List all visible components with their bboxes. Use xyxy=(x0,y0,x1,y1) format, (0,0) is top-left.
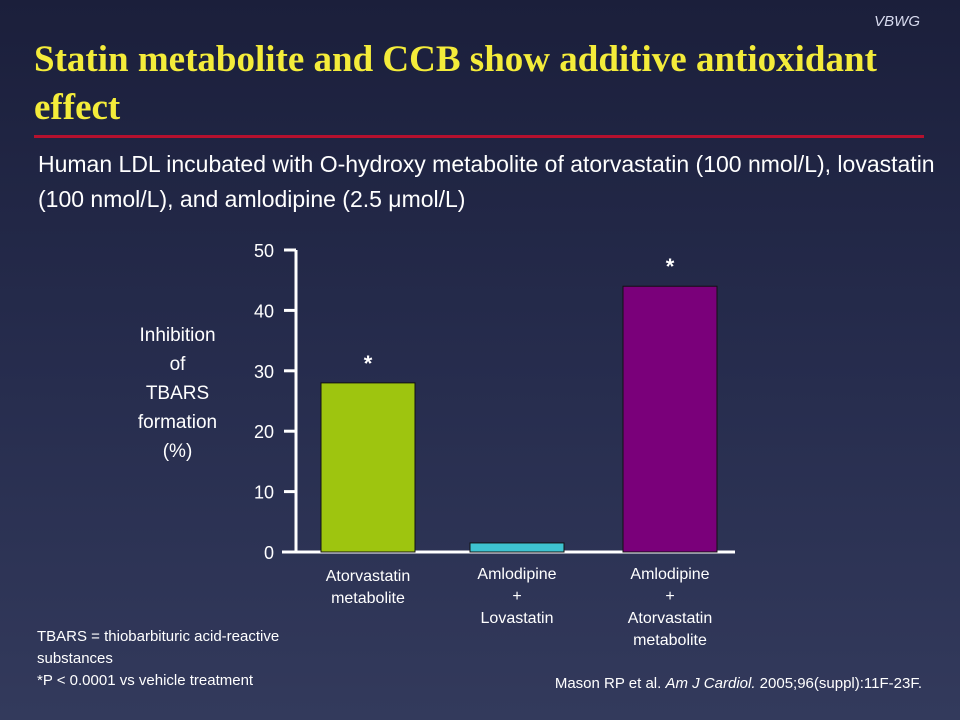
citation-authors: Mason RP et al. xyxy=(554,675,666,692)
footnote-line: substances xyxy=(37,650,113,667)
bar xyxy=(622,285,718,553)
x-category-label: metabolite xyxy=(633,632,707,649)
y-axis-label-line: (%) xyxy=(162,441,193,462)
x-category-label: Atorvastatin xyxy=(628,610,712,627)
x-category-label: Amlodipine xyxy=(477,566,556,583)
x-category-label: Lovastatin xyxy=(481,610,554,627)
y-tick-label: 10 xyxy=(254,483,274,503)
footnote-line: *P < 0.0001 vs vehicle treatment xyxy=(37,672,254,689)
y-axis-label: Inhibition of TBARS formation (%) xyxy=(115,321,240,466)
x-category-label: metabolite xyxy=(331,590,405,607)
y-tick-label: 40 xyxy=(254,301,274,321)
slide-subtitle: Human LDL incubated with O-hydroxy metab… xyxy=(38,151,935,212)
brand-label: VBWG xyxy=(874,13,920,30)
bar xyxy=(469,542,565,553)
significance-asterisk: * xyxy=(666,254,675,279)
y-axis-label-line: of xyxy=(169,354,186,375)
y-tick-label: 30 xyxy=(254,362,274,382)
significance-asterisk: * xyxy=(364,351,373,376)
footnote-line: TBARS = thiobarbituric acid-reactive xyxy=(37,628,280,645)
x-category-label: Amlodipine xyxy=(630,566,709,583)
bar xyxy=(320,382,416,553)
y-tick-label: 20 xyxy=(254,422,274,442)
y-axis-label-line: TBARS xyxy=(145,383,210,404)
y-tick-label: 0 xyxy=(264,543,274,563)
citation-details: 2005;96(suppl):11F-23F. xyxy=(755,675,922,692)
y-tick-label: 50 xyxy=(254,241,274,261)
slide-title: Statin metabolite and CCB show additive … xyxy=(34,39,877,128)
x-category-label: Atorvastatin xyxy=(326,568,410,585)
title-divider xyxy=(34,135,924,138)
footnote: TBARS = thiobarbituric acid-reactive sub… xyxy=(37,626,279,692)
x-category-label: + xyxy=(665,588,674,605)
y-axis-label-line: Inhibition xyxy=(139,325,216,346)
citation: Mason RP et al. Am J Cardiol. 2005;96(su… xyxy=(555,675,922,692)
y-axis-label-line: formation xyxy=(137,412,218,433)
x-category-label: + xyxy=(512,588,521,605)
citation-journal: Am J Cardiol. xyxy=(665,675,756,692)
